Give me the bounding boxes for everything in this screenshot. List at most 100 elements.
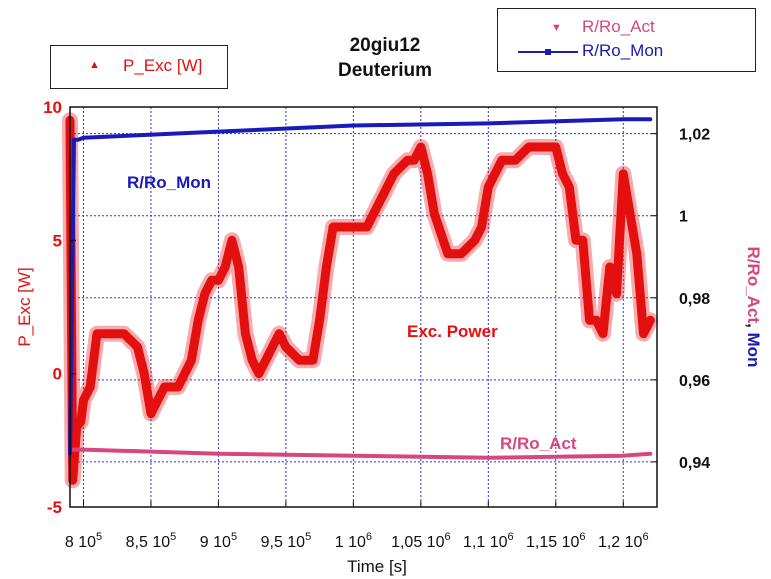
- series-p-exc-point-28: [276, 331, 282, 337]
- legend-marker-p-exc: ▲: [89, 59, 100, 71]
- legend-line-r-mon: [518, 49, 578, 55]
- series-r-ro-act-point-2: [81, 447, 86, 452]
- series-p-exc-point-15: [188, 357, 194, 363]
- y-left-axis-label: P_Exc [W]: [15, 267, 34, 346]
- x-tick-exponent-3: 5: [305, 531, 311, 543]
- series-p-exc-point-25: [256, 371, 262, 377]
- series-r-ro-act-point-3: [216, 451, 221, 456]
- series-r-ro-act-point-1: [74, 447, 79, 452]
- series-r-ro-mon-point-2: [76, 138, 80, 142]
- y-right-label-act: R/Ro_Act: [744, 247, 763, 324]
- series-p-exc-point-42: [418, 144, 424, 150]
- annotation-r-ro-act: R/Ro_Act: [500, 434, 577, 453]
- series-p-exc-point-7: [107, 331, 113, 337]
- series-p-exc-point-12: [155, 397, 161, 403]
- series-p-exc-point-65: [620, 171, 626, 177]
- series-p-exc-point-4: [80, 397, 86, 403]
- y-left-tick-label-3: -5: [47, 498, 62, 517]
- series-p-exc-point-44: [431, 211, 437, 217]
- x-tick-label-6: 1,1 106: [463, 531, 514, 551]
- series-p-exc-point-37: [364, 224, 370, 230]
- series-r-ro-act-point-7: [648, 451, 653, 456]
- series-p-exc-point-11: [148, 411, 154, 417]
- series-p-exc-point-69: [647, 317, 653, 323]
- y-right-label-mon: Mon: [744, 333, 763, 368]
- y-right-tick-label-2: 0,98: [679, 291, 710, 308]
- series-p-exc-point-66: [627, 211, 633, 217]
- series-p-exc-point-61: [593, 317, 599, 323]
- x-tick-label-8: 1,2 106: [598, 531, 649, 551]
- series-p-exc-point-64: [614, 291, 620, 297]
- y-right-tick-label-1: 1: [679, 209, 688, 226]
- series-p-exc-point-40: [404, 157, 410, 163]
- series-p-exc-point-30: [296, 357, 302, 363]
- x-tick-exponent-6: 6: [508, 531, 514, 543]
- series-p-exc-point-39: [391, 171, 397, 177]
- series-p-exc-point-48: [479, 224, 485, 230]
- x-tick-label-2: 9 105: [200, 531, 237, 551]
- legend-label-p-exc: P_Exc [W]: [123, 56, 203, 75]
- series-p-exc-point-33: [323, 264, 329, 270]
- plot-frame: [69, 106, 658, 508]
- series-p-exc-point-57: [566, 184, 572, 190]
- y-left-tick-label-0: 10: [43, 98, 62, 117]
- series-p-exc-point-14: [175, 384, 181, 390]
- annotation-exc-power: Exc. Power: [407, 322, 498, 341]
- x-tick-exponent-5: 6: [444, 531, 450, 543]
- x-tick-exponent-2: 5: [231, 531, 237, 543]
- series-p-exc-point-50: [499, 157, 505, 163]
- series-p-exc-point-62: [600, 331, 606, 337]
- y-left-tick-label-2: 0: [53, 365, 62, 384]
- legend-label-r-act: R/Ro_Act: [582, 17, 655, 36]
- x-tick-label-3: 9,5 105: [261, 531, 312, 551]
- series-p-exc-point-8: [121, 331, 127, 337]
- series-r-ro-mon-point-3: [81, 135, 86, 140]
- series-p-exc-point-53: [539, 144, 545, 150]
- x-tick-exponent-4: 6: [366, 531, 372, 543]
- y-right-tick-label-4: 0,94: [679, 455, 710, 472]
- x-tick-exponent-8: 6: [642, 531, 648, 543]
- series-p-exc-point-46: [458, 251, 464, 257]
- chart-subtitle: Deuterium: [338, 60, 432, 81]
- series-p-exc-point-6: [94, 331, 100, 337]
- series-p-exc-point-38: [377, 197, 383, 203]
- series-p-exc-point-27: [269, 344, 275, 350]
- legend-right: ▼ R/Ro_Act R/Ro_Mon: [497, 8, 756, 72]
- series-p-exc-point-67: [634, 251, 640, 257]
- series-p-exc-point-22: [236, 264, 242, 270]
- y-right-tick-label-3: 0,96: [679, 373, 710, 390]
- series-p-exc-point-13: [161, 384, 167, 390]
- series-p-exc-point-45: [445, 251, 451, 257]
- series-r-ro-mon-point-6: [486, 121, 491, 126]
- series-r-ro-act-point-5: [486, 455, 491, 460]
- series-p-exc-point-1: [70, 477, 76, 483]
- series-p-exc-point-59: [580, 237, 586, 243]
- series-p-exc-point-63: [607, 264, 613, 270]
- series-p-exc-point-31: [310, 357, 316, 363]
- x-tick-label-4: 1 106: [335, 531, 372, 551]
- series-layer: [62, 112, 659, 489]
- x-tick-exponent-1: 5: [170, 531, 176, 543]
- chart-title: 20giu12: [349, 35, 421, 56]
- series-p-exc-point-19: [215, 277, 221, 283]
- series-r-ro-act-point-6: [621, 453, 626, 458]
- series-p-exc-point-24: [249, 357, 255, 363]
- series-p-exc-point-26: [263, 357, 269, 363]
- series-p-exc-point-34: [330, 224, 336, 230]
- series-p-exc-point-54: [546, 144, 552, 150]
- series-p-exc-point-5: [87, 384, 93, 390]
- series-p-exc-point-41: [411, 157, 417, 163]
- series-p-exc-point-2: [74, 424, 80, 430]
- x-tick-label-1: 8,5 105: [126, 531, 177, 551]
- legend-marker-r-act: ▼: [551, 22, 562, 34]
- series-p-exc-point-10: [141, 371, 147, 377]
- series-r-ro-mon-point-5: [351, 123, 356, 128]
- x-tick-label-7: 1,15 106: [526, 531, 586, 551]
- legend-label-r-mon: R/Ro_Mon: [582, 41, 664, 60]
- series-p-exc-point-18: [209, 277, 215, 283]
- series-p-exc-point-49: [485, 184, 491, 190]
- series-p-exc-point-35: [337, 224, 343, 230]
- x-tick-label-5: 1,05 106: [391, 531, 451, 551]
- series-p-exc-point-3: [78, 419, 84, 425]
